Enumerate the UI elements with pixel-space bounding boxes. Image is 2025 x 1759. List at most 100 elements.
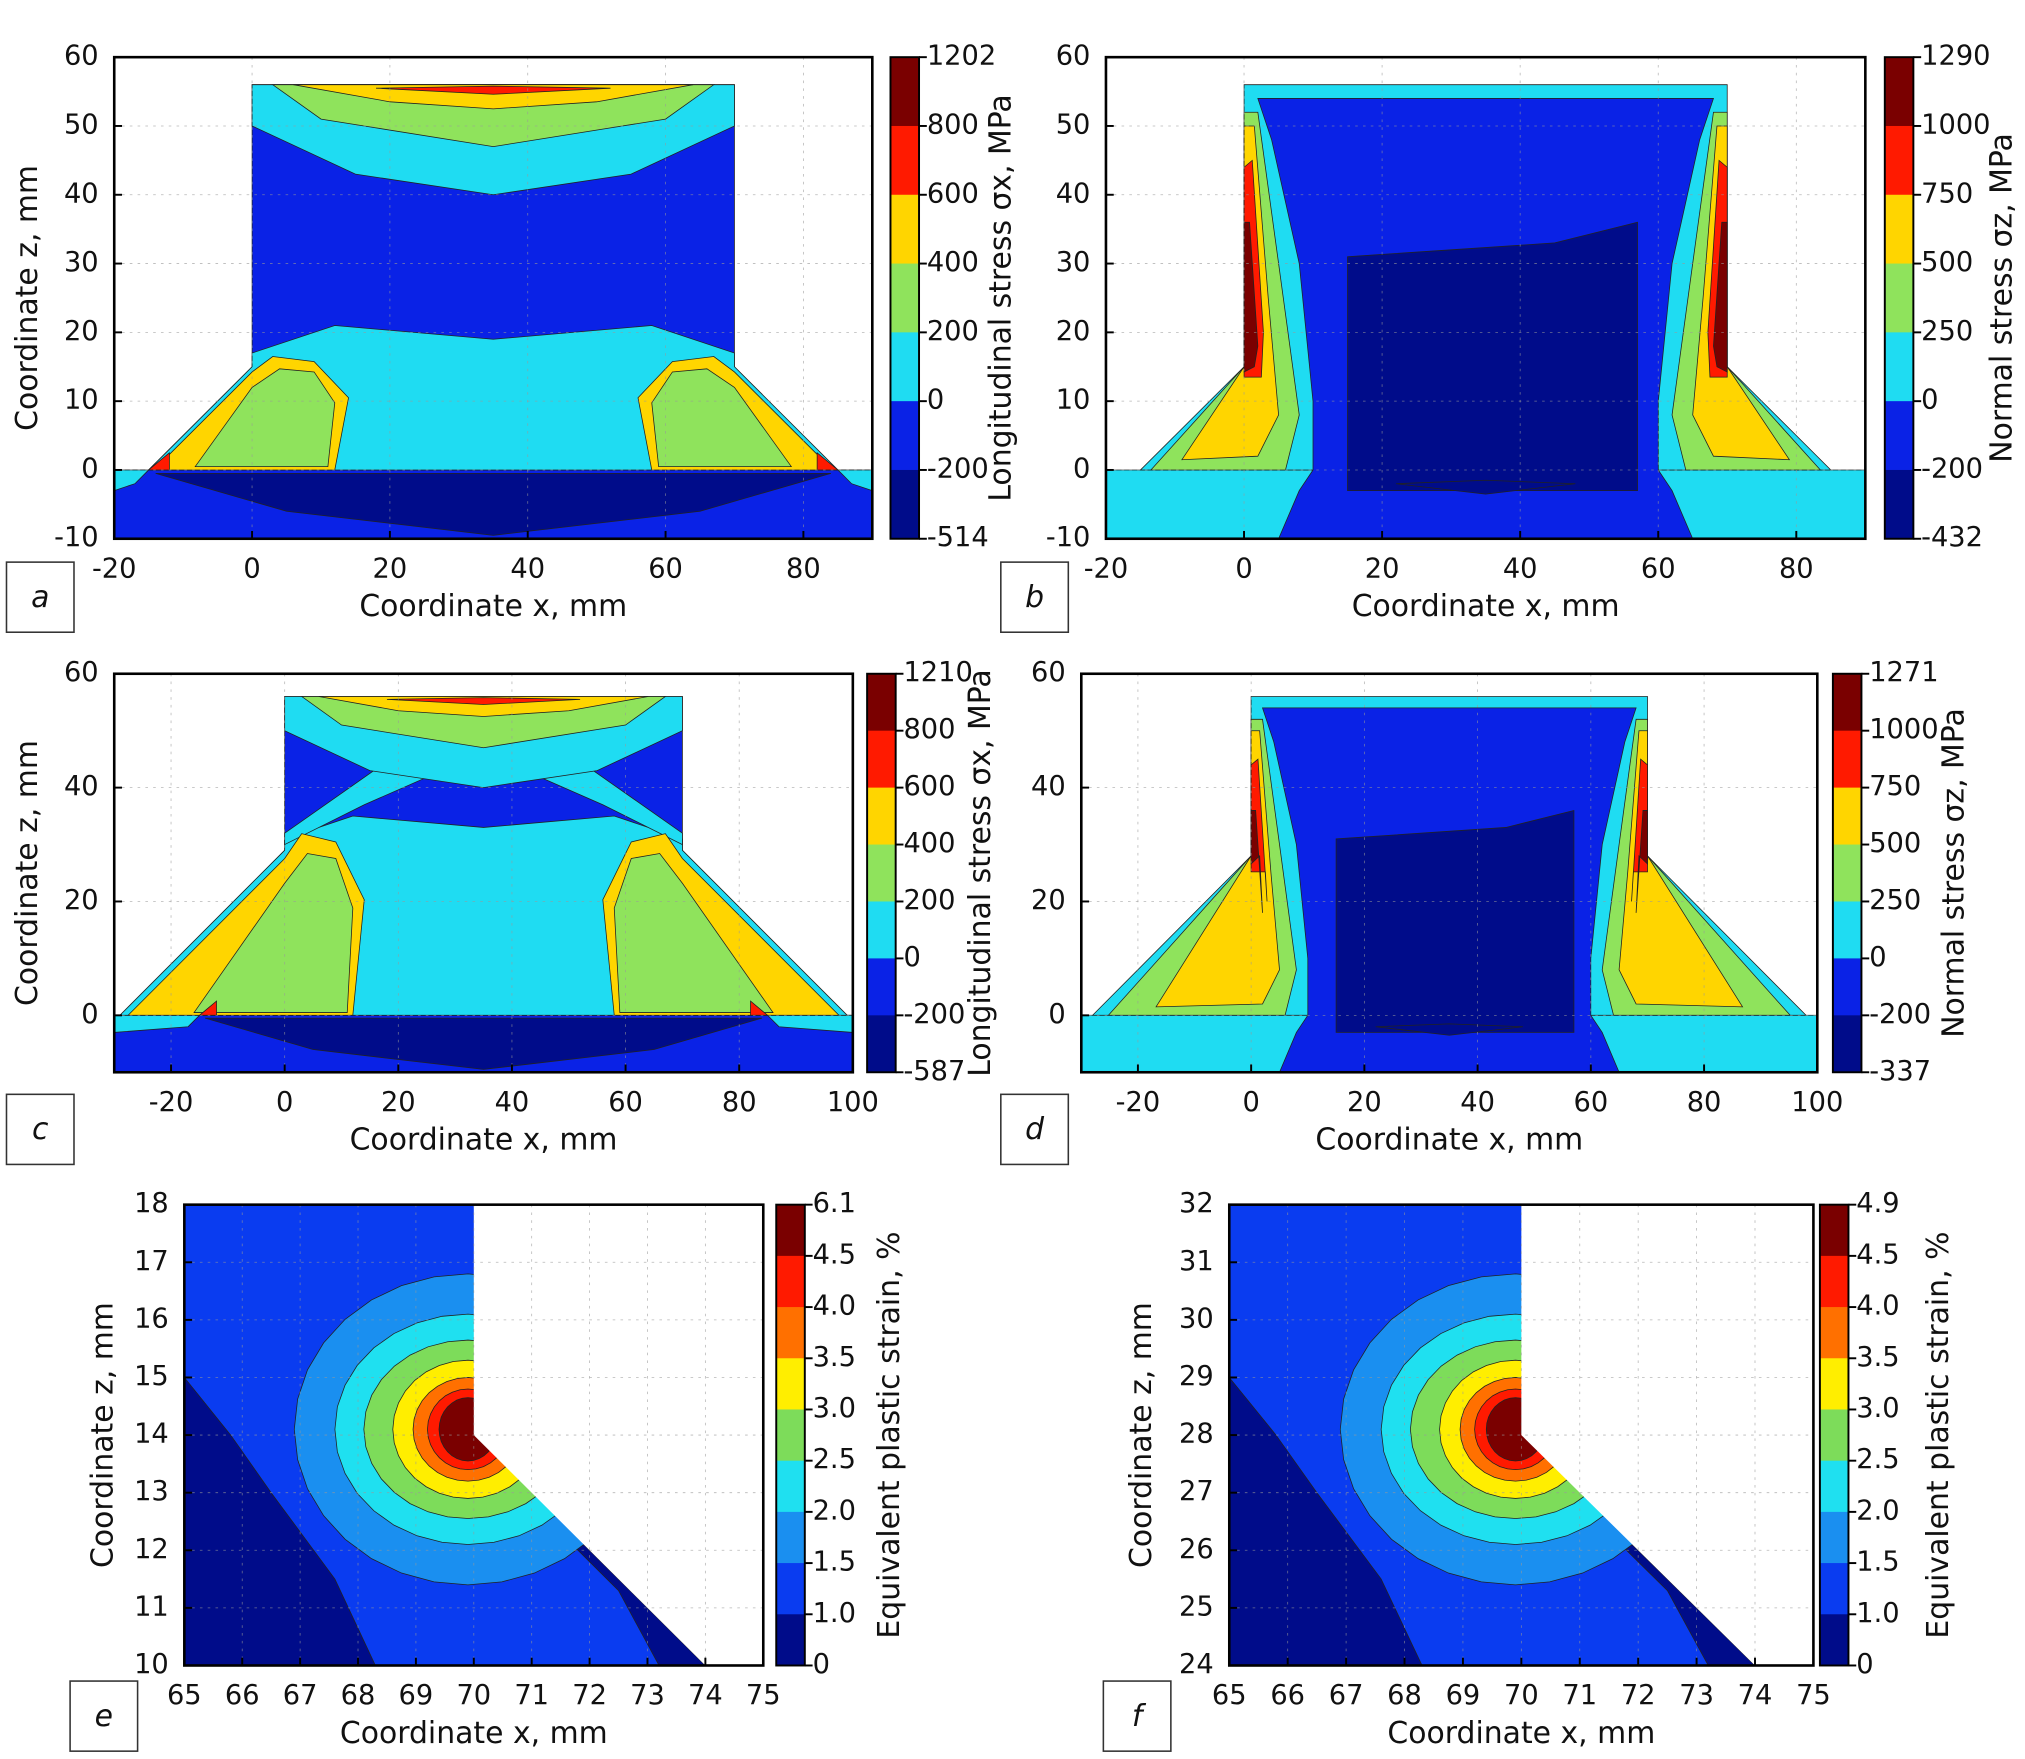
colorbar-segment <box>867 1015 896 1073</box>
y-tick-label: 20 <box>1031 885 1066 916</box>
y-tick-label: 0 <box>81 999 98 1030</box>
colorbar-segment <box>776 1563 805 1615</box>
colorbar-segment <box>1884 401 1914 471</box>
x-tick-label: 66 <box>1270 1680 1305 1711</box>
y-tick-label: 50 <box>64 109 99 140</box>
contour-region <box>114 469 150 492</box>
contour-region <box>386 697 581 705</box>
x-tick-label: 73 <box>1679 1680 1714 1711</box>
colorbar-segment <box>890 194 920 265</box>
colorbar-segment <box>867 958 896 1016</box>
plot-frame <box>1227 1203 1815 1667</box>
x-axis-label: Coordinate x, mm <box>359 589 627 624</box>
x-tick-label: 40 <box>495 1087 530 1118</box>
colorbar-segment <box>776 1614 805 1667</box>
x-tick-label: 60 <box>608 1087 643 1118</box>
colorbar-segment <box>867 844 896 903</box>
colorbar-tick-label: 0 <box>1869 942 1886 973</box>
colorbar-tick-label: 600 <box>927 178 979 209</box>
x-tick-label: 40 <box>1460 1087 1495 1118</box>
y-axis-label: Coordinate z, mm <box>10 740 45 1006</box>
x-tick-label: 74 <box>688 1680 723 1711</box>
x-tick-label: 80 <box>1779 553 1814 584</box>
x-tick-label: 67 <box>1329 1680 1364 1711</box>
x-tick-label: 80 <box>786 553 821 584</box>
colorbar-segment <box>1884 57 1914 127</box>
x-tick-label: 0 <box>1242 1087 1259 1118</box>
colorbar-frame <box>1818 1203 1850 1667</box>
x-tick-label: 40 <box>1503 553 1538 584</box>
colorbar-tick-label: 500 <box>1869 828 1921 859</box>
contour-region <box>204 1017 763 1070</box>
colorbar-segment <box>776 1409 805 1462</box>
contour-field <box>1081 696 1818 1073</box>
y-tick-label: 30 <box>1056 247 1091 278</box>
x-tick-label: 40 <box>510 553 545 584</box>
plot-frame <box>1080 672 1819 1074</box>
colorbar-tick-label: 2.0 <box>1856 1495 1899 1526</box>
x-axis-label: Coordinate x, mm <box>1387 1716 1655 1751</box>
x-tick-label: 0 <box>276 1087 293 1118</box>
colorbar-segment <box>1819 1409 1849 1462</box>
colorbar-tick-label: 3.0 <box>813 1393 856 1424</box>
colorbar-tick-label: 4.5 <box>813 1239 856 1270</box>
contour-region <box>836 469 873 492</box>
colorbar-segment <box>890 401 920 471</box>
colorbar-tick-label: -200 <box>903 999 965 1030</box>
colorbar-tick-label: -200 <box>927 453 989 484</box>
colorbar-tick-label: 1.5 <box>813 1547 856 1578</box>
contour-region <box>1635 810 1648 913</box>
colorbar-segment <box>1819 1460 1849 1513</box>
colorbar-tick-label: 1000 <box>1921 109 1990 140</box>
x-tick-label: 80 <box>722 1087 757 1118</box>
y-tick-label: 40 <box>1031 771 1066 802</box>
x-tick-label: 70 <box>1504 1680 1539 1711</box>
colorbar-tick-label: 0 <box>927 385 944 416</box>
y-tick-label: 11 <box>134 1591 169 1622</box>
y-tick-label: 40 <box>64 178 99 209</box>
colorbar-tick-label: 1000 <box>1869 714 1938 745</box>
colorbar-segment <box>867 673 896 732</box>
x-tick-label: 71 <box>1562 1680 1597 1711</box>
colorbar-segment <box>1819 1614 1849 1667</box>
plot-frame <box>112 55 874 541</box>
colorbar-segment <box>890 125 920 196</box>
x-tick-label: 66 <box>225 1680 260 1711</box>
colorbar-tick-label: -587 <box>903 1056 965 1087</box>
colorbar-segment <box>776 1255 805 1308</box>
y-tick-label: 17 <box>134 1246 169 1277</box>
colorbar-segment <box>890 263 920 334</box>
plot-frame <box>183 1203 765 1667</box>
contour-field <box>1105 84 1866 539</box>
contour-field <box>114 696 853 1073</box>
x-tick-label: 20 <box>1365 553 1400 584</box>
colorbar-tick-label: 4.9 <box>1856 1188 1899 1219</box>
contour-region <box>1713 221 1728 373</box>
y-tick-label: 14 <box>134 1419 169 1450</box>
colorbar-segment <box>1819 1511 1849 1564</box>
x-axis-label: Coordinate x, mm <box>1352 589 1620 624</box>
y-tick-label: -10 <box>1046 522 1091 553</box>
x-tick-label: 20 <box>1347 1087 1382 1118</box>
y-tick-label: 0 <box>81 453 98 484</box>
y-tick-label: 0 <box>1048 999 1065 1030</box>
colorbar-tick-label: 4.0 <box>1856 1291 1899 1322</box>
y-tick-label: 60 <box>1056 41 1091 72</box>
colorbar-tick-label: 200 <box>903 885 955 916</box>
colorbar-segment <box>776 1204 805 1257</box>
colorbar-label: Normal stress σz, MPa <box>1984 133 2019 463</box>
contour-region <box>1375 1023 1523 1036</box>
colorbar-label: Normal stress σz, MPa <box>1936 708 1971 1038</box>
contour-region <box>750 1000 769 1016</box>
colorbar-segment <box>1832 730 1862 789</box>
y-tick-label: 50 <box>1056 109 1091 140</box>
colorbar-tick-label: -337 <box>1869 1056 1931 1087</box>
colorbar-frame <box>1883 56 1915 540</box>
colorbar-segment <box>890 469 920 540</box>
colorbar-segment <box>867 901 896 960</box>
contour-region <box>1335 809 1575 1033</box>
contour-region <box>1250 810 1263 913</box>
colorbar-segment <box>1832 787 1862 846</box>
colorbar-tick-label: 750 <box>1921 178 1973 209</box>
colorbar-label: Longitudinal stress σx, MPa <box>984 94 1019 501</box>
